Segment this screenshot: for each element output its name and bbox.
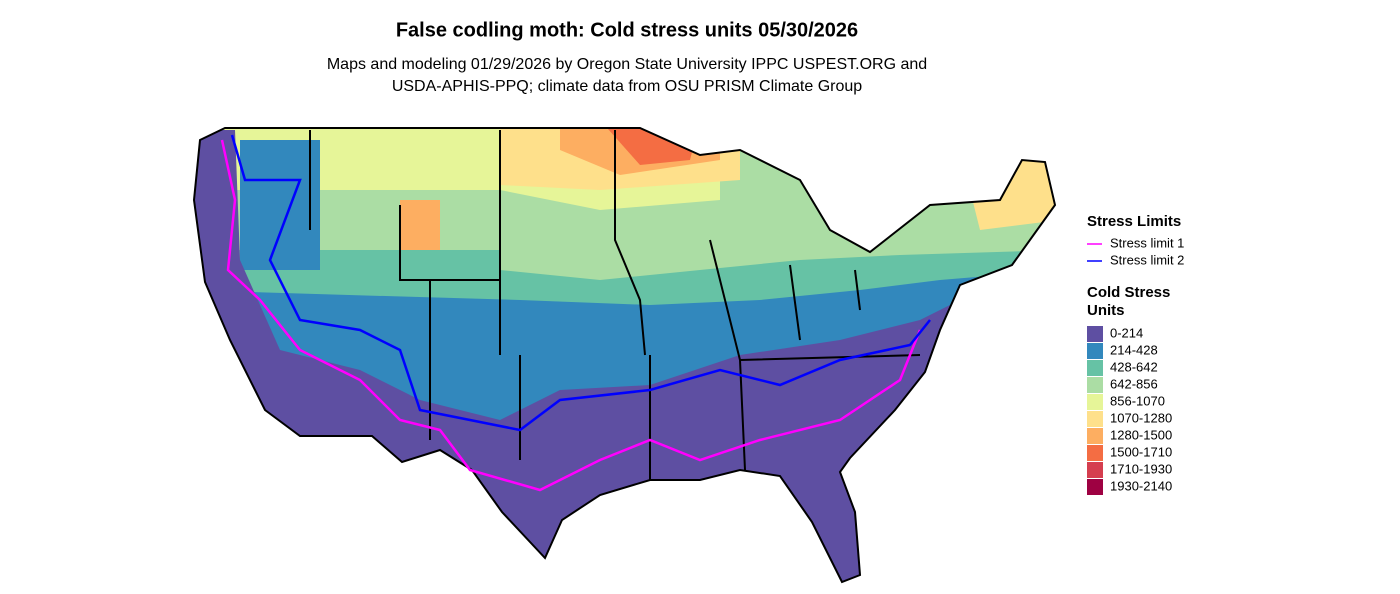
legend-label: Stress limit 1 xyxy=(1110,235,1184,250)
legend-swatch xyxy=(1087,462,1103,478)
legend-swatch xyxy=(1087,479,1103,495)
map-title: False codling moth: Cold stress units 05… xyxy=(396,19,858,41)
legend-label: 856-1070 xyxy=(1110,393,1165,408)
legend-title: Cold Stress xyxy=(1087,284,1170,301)
legend-swatch xyxy=(1087,428,1103,444)
map-region xyxy=(400,200,440,260)
country-border xyxy=(192,127,1057,584)
stress-limit-1-line xyxy=(220,139,922,492)
legend-label: 1930-2140 xyxy=(1110,478,1172,493)
legend-title: Stress Limits xyxy=(1087,213,1181,230)
legend-swatch xyxy=(1087,326,1103,342)
map-region xyxy=(240,140,320,270)
stress-limit-2-line xyxy=(230,134,931,432)
legend-label: 214-428 xyxy=(1110,342,1158,357)
legend-label: 1070-1280 xyxy=(1110,410,1172,425)
map-subtitle: Maps and modeling 01/29/2026 by Oregon S… xyxy=(327,56,927,73)
legend-swatch xyxy=(1087,445,1103,461)
legend-swatch xyxy=(1087,394,1103,410)
legend-swatch xyxy=(1087,411,1103,427)
legend-label: Stress limit 2 xyxy=(1110,252,1184,267)
legend-label: 1500-1710 xyxy=(1110,444,1172,459)
legend-label: 0-214 xyxy=(1110,325,1143,340)
legend-label: 642-856 xyxy=(1110,376,1158,391)
map-subtitle: USDA-APHIS-PPQ; climate data from OSU PR… xyxy=(392,78,862,95)
legend-swatch xyxy=(1087,377,1103,393)
legend-swatch xyxy=(1087,360,1103,376)
legend-label: 428-642 xyxy=(1110,359,1158,374)
legend-swatch xyxy=(1087,343,1103,359)
legend-label: 1280-1500 xyxy=(1110,427,1172,442)
legend-label: 1710-1930 xyxy=(1110,461,1172,476)
state-borders xyxy=(309,130,921,480)
legend-title: Units xyxy=(1087,302,1125,319)
